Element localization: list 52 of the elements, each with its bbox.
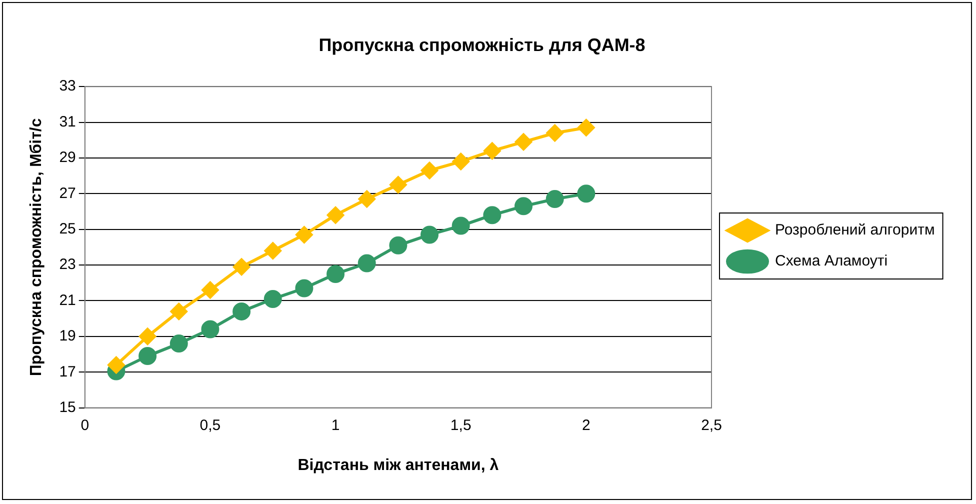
y-tick-label: 27 xyxy=(59,184,76,202)
y-tick-label: 29 xyxy=(59,149,76,166)
point xyxy=(296,226,313,244)
x-axis-title: Відстань між антенами, λ xyxy=(298,456,499,474)
point xyxy=(420,226,439,244)
point xyxy=(295,279,314,298)
x-tick-label: 1 xyxy=(331,416,340,434)
legend-label: Розроблений алгоритм xyxy=(775,222,935,239)
point xyxy=(452,216,470,235)
point xyxy=(578,119,595,136)
point xyxy=(139,328,156,345)
point xyxy=(514,197,533,216)
point xyxy=(358,190,376,208)
point xyxy=(389,236,408,254)
point xyxy=(358,254,376,272)
y-tick-label: 31 xyxy=(59,113,76,130)
point xyxy=(421,162,438,179)
legend-label: Схема Аламоуті xyxy=(775,252,888,270)
point xyxy=(170,334,188,353)
point xyxy=(327,206,344,224)
point xyxy=(233,258,250,276)
point xyxy=(577,184,596,203)
point xyxy=(108,356,125,374)
x-tick-label: 2 xyxy=(582,416,590,434)
y-tick-label: 23 xyxy=(59,256,76,274)
point xyxy=(515,133,532,150)
x-tick-label: 2,5 xyxy=(701,416,722,434)
point xyxy=(138,347,157,366)
point xyxy=(326,264,345,283)
point xyxy=(201,320,220,338)
y-tick-label: 17 xyxy=(59,363,76,380)
y-tick-label: 25 xyxy=(59,220,76,238)
y-tick-label: 15 xyxy=(59,398,76,416)
point xyxy=(546,124,564,142)
point xyxy=(202,282,219,299)
point xyxy=(264,290,282,308)
x-tick-label: 1,5 xyxy=(450,416,472,434)
point xyxy=(264,242,282,260)
y-axis-title: Пропускна спроможність, Мбіт/с xyxy=(28,118,46,376)
point xyxy=(232,302,251,320)
point xyxy=(546,190,564,208)
x-tick-label: 0,5 xyxy=(200,416,221,434)
x-tick-label: 0 xyxy=(80,416,90,434)
y-tick-label: 33 xyxy=(59,78,76,95)
point xyxy=(170,302,188,320)
point xyxy=(483,206,502,224)
point xyxy=(452,153,470,170)
point xyxy=(484,142,501,160)
y-tick-label: 21 xyxy=(59,292,76,309)
y-tick-label: 19 xyxy=(59,328,76,345)
chart-title: Пропускна спроможність для QAM-8 xyxy=(318,34,646,55)
point xyxy=(390,176,407,194)
